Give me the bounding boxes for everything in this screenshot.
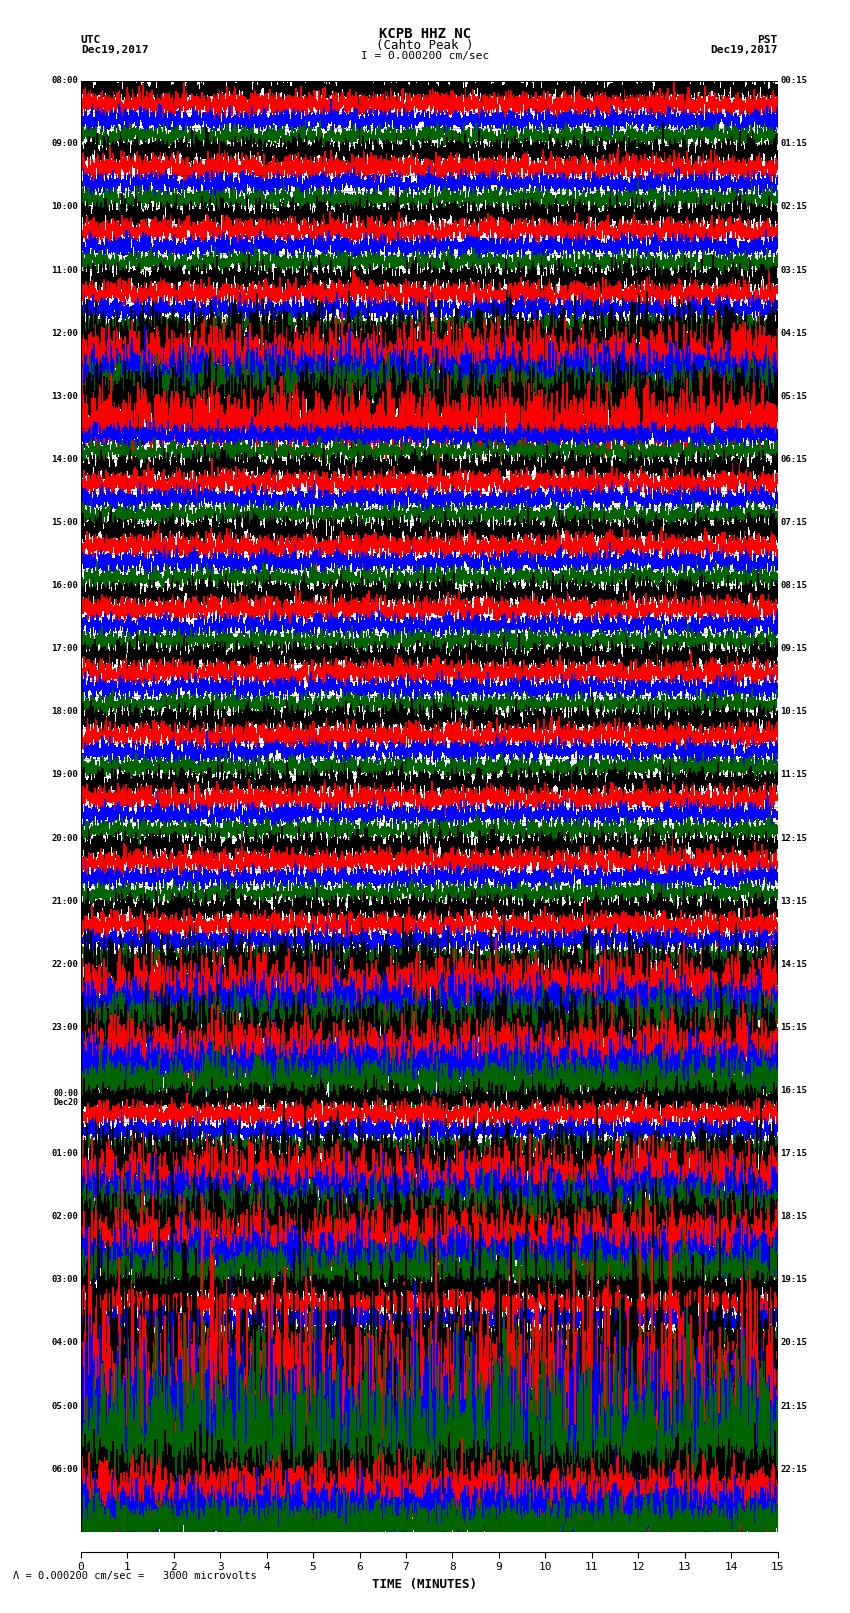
Text: 23:00: 23:00 (51, 1023, 78, 1032)
Text: 06:00: 06:00 (51, 1465, 78, 1474)
Text: 11:15: 11:15 (780, 771, 808, 779)
Text: 14:15: 14:15 (780, 960, 808, 969)
Text: TIME (MINUTES): TIME (MINUTES) (372, 1578, 478, 1590)
Text: (Cahto Peak ): (Cahto Peak ) (377, 39, 473, 52)
Text: 10:00: 10:00 (51, 202, 78, 211)
Text: 02:15: 02:15 (780, 202, 808, 211)
Text: 15:00: 15:00 (51, 518, 78, 527)
Text: 04:15: 04:15 (780, 329, 808, 337)
Text: 06:15: 06:15 (780, 455, 808, 465)
Text: 22:15: 22:15 (780, 1465, 808, 1474)
Text: 16:00: 16:00 (51, 581, 78, 590)
Text: 21:15: 21:15 (780, 1402, 808, 1411)
Text: 09:00: 09:00 (51, 139, 78, 148)
Text: 05:15: 05:15 (780, 392, 808, 400)
Text: 19:15: 19:15 (780, 1276, 808, 1284)
Text: 17:00: 17:00 (51, 644, 78, 653)
Text: 05:00: 05:00 (51, 1402, 78, 1411)
Text: 00:15: 00:15 (780, 76, 808, 85)
Text: 22:00: 22:00 (51, 960, 78, 969)
Text: 03:15: 03:15 (780, 266, 808, 274)
Text: 17:15: 17:15 (780, 1148, 808, 1158)
Text: 20:15: 20:15 (780, 1339, 808, 1347)
Text: 04:00: 04:00 (51, 1339, 78, 1347)
Text: 12:15: 12:15 (780, 834, 808, 842)
Text: 10:15: 10:15 (780, 708, 808, 716)
Text: Λ = 0.000200 cm/sec =   3000 microvolts: Λ = 0.000200 cm/sec = 3000 microvolts (13, 1571, 257, 1581)
Text: Dec19,2017: Dec19,2017 (711, 45, 778, 55)
Text: 12:00: 12:00 (51, 329, 78, 337)
Text: Dec19,2017: Dec19,2017 (81, 45, 148, 55)
Text: 09:15: 09:15 (780, 644, 808, 653)
Text: PST: PST (757, 35, 778, 45)
Text: 19:00: 19:00 (51, 771, 78, 779)
Text: 08:15: 08:15 (780, 581, 808, 590)
Text: 16:15: 16:15 (780, 1086, 808, 1095)
Text: 11:00: 11:00 (51, 266, 78, 274)
Text: 14:00: 14:00 (51, 455, 78, 465)
Text: 01:00: 01:00 (51, 1148, 78, 1158)
Text: Dec20: Dec20 (54, 1098, 78, 1108)
Text: 03:00: 03:00 (51, 1276, 78, 1284)
Text: 21:00: 21:00 (51, 897, 78, 905)
Text: 08:00: 08:00 (51, 76, 78, 85)
Text: UTC: UTC (81, 35, 101, 45)
Text: 18:00: 18:00 (51, 708, 78, 716)
Text: KCPB HHZ NC: KCPB HHZ NC (379, 27, 471, 40)
Text: 01:15: 01:15 (780, 139, 808, 148)
Text: 00:00: 00:00 (54, 1089, 78, 1098)
Text: 20:00: 20:00 (51, 834, 78, 842)
Text: 13:15: 13:15 (780, 897, 808, 905)
Text: 13:00: 13:00 (51, 392, 78, 400)
Text: I = 0.000200 cm/sec: I = 0.000200 cm/sec (361, 52, 489, 61)
Text: 15:15: 15:15 (780, 1023, 808, 1032)
Text: 07:15: 07:15 (780, 518, 808, 527)
Text: 18:15: 18:15 (780, 1213, 808, 1221)
Text: 02:00: 02:00 (51, 1213, 78, 1221)
